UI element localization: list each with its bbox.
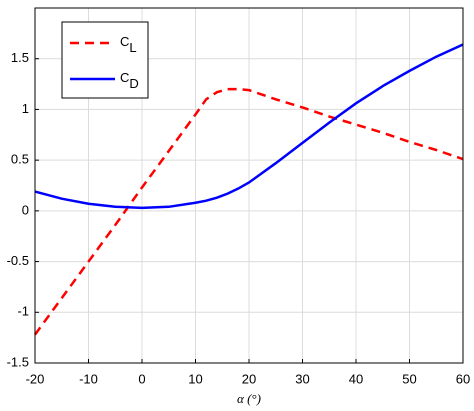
x-tick-label: -10	[79, 371, 98, 386]
x-tick-label: 10	[188, 371, 202, 386]
y-tick-label: -1.5	[7, 354, 29, 369]
x-axis-label: α (°)	[237, 391, 261, 406]
y-tick-label: 0	[22, 202, 29, 217]
legend-label: CL	[120, 34, 137, 55]
y-tick-label: -0.5	[7, 253, 29, 268]
legend-box	[61, 21, 149, 99]
x-tick-label: 30	[295, 371, 309, 386]
x-tick-label: -20	[26, 371, 45, 386]
x-tick-label: 50	[402, 371, 416, 386]
x-tick-label: 60	[456, 371, 470, 386]
x-tick-label: 40	[349, 371, 363, 386]
y-tick-label: -1	[17, 304, 29, 319]
y-tick-label: 1	[22, 101, 29, 116]
y-tick-label: 0.5	[11, 152, 29, 167]
x-tick-label: 0	[138, 371, 145, 386]
data-line	[33, 87, 464, 336]
y-tick-label: 1.5	[11, 50, 29, 65]
data-line	[34, 43, 464, 210]
plot-frame	[34, 7, 464, 364]
legend-label: CD	[120, 70, 139, 91]
x-tick-label: 20	[242, 371, 256, 386]
